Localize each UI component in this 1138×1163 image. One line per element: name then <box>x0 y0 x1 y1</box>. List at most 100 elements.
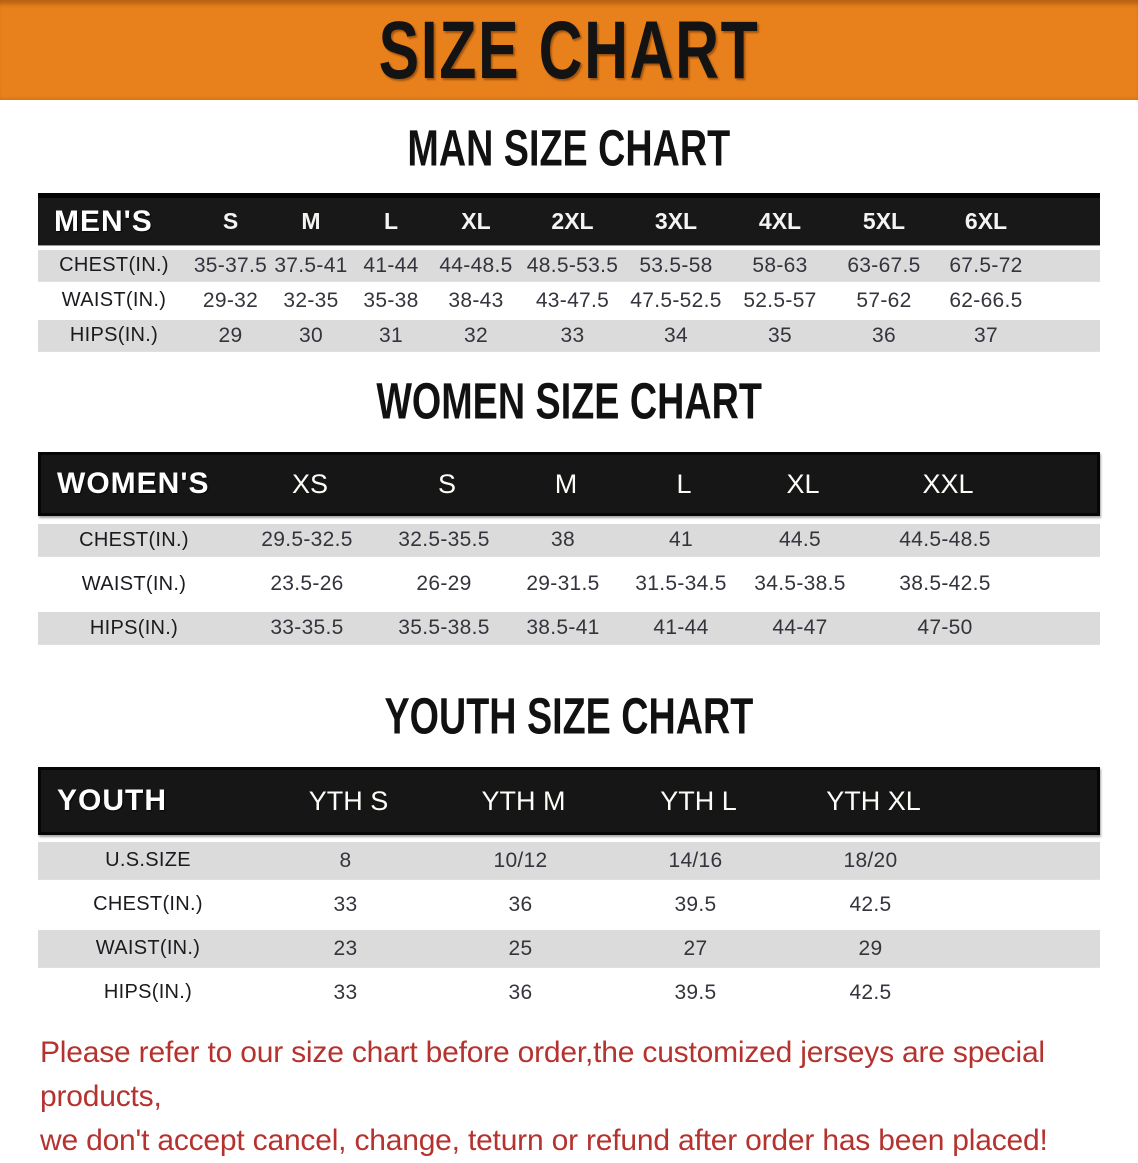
size-value: 14/16 <box>668 848 723 872</box>
size-value: 53.5-58 <box>639 253 713 277</box>
size-value: 63-67.5 <box>847 253 921 277</box>
size-column-header: 3XL <box>654 208 698 234</box>
size-value: 44.5-48.5 <box>899 528 991 551</box>
size-value: 23 <box>333 936 358 960</box>
size-value: 47-50 <box>917 616 973 639</box>
size-value: 42.5 <box>849 892 892 916</box>
size-value: 31 <box>379 323 403 347</box>
size-value: 23.5-26 <box>270 572 344 595</box>
size-value: 25 <box>508 936 533 960</box>
youth-chart-heading-text: YOUTH SIZE CHART <box>384 687 754 745</box>
measurement-row: WAIST(IN.) 29-32 32-35 35-38 38-43 43-47.5 47.… <box>38 285 1100 316</box>
table-group-label: WOMEN'S <box>57 467 210 500</box>
size-value: 38-43 <box>448 288 504 312</box>
size-value: 10/12 <box>493 848 548 872</box>
size-value: 39.5 <box>674 892 717 916</box>
size-value: 37.5-41 <box>274 253 348 277</box>
table-header-row: MEN'S S M L XL 2XL 3XL 4XL 5XL 6XL <box>38 193 1100 245</box>
size-value: 30 <box>299 323 323 347</box>
women-size-section: WOMEN SIZE CHART WOMEN'S XS S M L XL XXL CHEST(… <box>0 372 1138 644</box>
size-column-header: 6XL <box>964 208 1008 234</box>
order-policy-line-2: we don't accept cancel, change, teturn o… <box>40 1124 1048 1157</box>
size-value: 35 <box>768 323 792 347</box>
measurement-row: HIPS(IN.) 33-35.5 35.5-38.5 38.5-41 41-44 44-… <box>38 612 1100 644</box>
youth-size-table: YOUTH YTH S YTH M YTH L YTH XL U.S.SIZE 8 10/12… <box>38 767 1100 1011</box>
table-header-row: YOUTH YTH S YTH M YTH L YTH XL <box>38 767 1100 835</box>
size-value: 34 <box>664 323 688 347</box>
size-column-header: 5XL <box>862 208 906 234</box>
size-value: 33 <box>333 980 358 1004</box>
size-column-header: XL <box>786 468 820 499</box>
size-value: 38.5-41 <box>526 616 600 639</box>
table-header-row: WOMEN'S XS S M L XL XXL <box>38 452 1100 516</box>
size-value: 47.5-52.5 <box>630 288 722 312</box>
size-value: 44.5 <box>778 528 822 551</box>
men-chart-heading: MAN SIZE CHART <box>0 119 1138 177</box>
size-value: 18/20 <box>843 848 898 872</box>
measurement-row: CHEST(IN.) 29.5-32.5 32.5-35.5 38 41 44.5 44.5… <box>38 524 1100 556</box>
size-value: 43-47.5 <box>535 288 610 312</box>
size-value: 48.5-53.5 <box>526 253 619 277</box>
size-value: 29-32 <box>202 288 259 312</box>
size-value: 41-44 <box>363 253 419 277</box>
measurement-row: HIPS(IN.) 29 30 31 32 33 34 35 36 37 <box>38 320 1100 351</box>
women-chart-heading-text: WOMEN SIZE CHART <box>376 372 762 430</box>
measurement-label: CHEST(IN.) <box>93 893 203 915</box>
size-value: 34.5-38.5 <box>754 572 846 595</box>
size-chart-banner: SIZE CHART <box>0 0 1138 100</box>
size-column-header: L <box>383 208 399 234</box>
measurement-label: CHEST(IN.) <box>79 528 189 551</box>
size-value: 52.5-57 <box>743 288 817 312</box>
size-column-header: YTH L <box>660 785 737 816</box>
size-column-header: XXL <box>922 468 974 499</box>
measurement-label: HIPS(IN.) <box>89 616 179 639</box>
size-value: 33 <box>560 323 585 347</box>
size-column-header: M <box>554 468 578 499</box>
measurement-row: CHEST(IN.) 33 36 39.5 42.5 <box>38 886 1100 923</box>
size-value: 39.5 <box>674 980 717 1004</box>
size-column-header: S <box>222 208 239 234</box>
banner-title: SIZE CHART <box>378 4 760 96</box>
size-column-header: L <box>676 468 692 499</box>
size-value: 62-66.5 <box>949 288 1023 312</box>
men-size-table: MEN'S S M L XL 2XL 3XL 4XL 5XL 6XL CHEST(IN.) 35-37… <box>38 193 1100 351</box>
measurement-row: U.S.SIZE 8 10/12 14/16 18/20 <box>38 842 1100 879</box>
size-value: 29.5-32.5 <box>261 528 353 551</box>
size-value: 27 <box>683 936 708 960</box>
size-value: 38 <box>551 528 575 551</box>
measurement-row: CHEST(IN.) 35-37.5 37.5-41 41-44 44-48.5 48.5… <box>38 250 1100 281</box>
size-value: 44-47 <box>772 616 828 639</box>
size-value: 41 <box>669 528 693 551</box>
size-value: 57-62 <box>856 288 912 312</box>
size-value: 58-63 <box>752 253 808 277</box>
women-chart-heading: WOMEN SIZE CHART <box>0 372 1138 430</box>
size-column-header: XL <box>461 208 491 234</box>
size-value: 42.5 <box>849 980 892 1004</box>
size-value: 38.5-42.5 <box>899 572 991 595</box>
measurement-label: HIPS(IN.) <box>103 981 193 1003</box>
youth-size-section: YOUTH SIZE CHART YOUTH YTH S YTH M YTH L YTH… <box>0 687 1138 1011</box>
order-policy-note: Please refer to our size chart before or… <box>0 1031 1138 1163</box>
size-value: 29 <box>858 936 883 960</box>
measurement-label: U.S.SIZE <box>105 849 191 871</box>
size-column-header: 2XL <box>551 208 594 234</box>
size-value: 36 <box>508 980 533 1004</box>
size-value: 8 <box>339 848 352 872</box>
men-chart-heading-text: MAN SIZE CHART <box>407 119 731 177</box>
measurement-row: WAIST(IN.) 23 25 27 29 <box>38 930 1100 967</box>
measurement-label: WAIST(IN.) <box>95 937 201 959</box>
size-value: 32 <box>464 323 488 347</box>
size-column-header: M <box>301 208 321 234</box>
size-value: 35-37.5 <box>193 253 268 277</box>
size-value: 36 <box>508 892 533 916</box>
size-value: 33 <box>333 892 358 916</box>
measurement-label: WAIST(IN.) <box>61 289 167 311</box>
size-value: 36 <box>872 323 896 347</box>
size-column-header: YTH M <box>481 785 566 816</box>
size-value: 67.5-72 <box>949 253 1023 277</box>
size-value: 29 <box>218 323 243 347</box>
size-column-header: S <box>437 468 456 499</box>
table-group-label: MEN'S <box>54 204 153 238</box>
size-value: 37 <box>974 323 998 347</box>
size-value: 32.5-35.5 <box>398 528 490 551</box>
